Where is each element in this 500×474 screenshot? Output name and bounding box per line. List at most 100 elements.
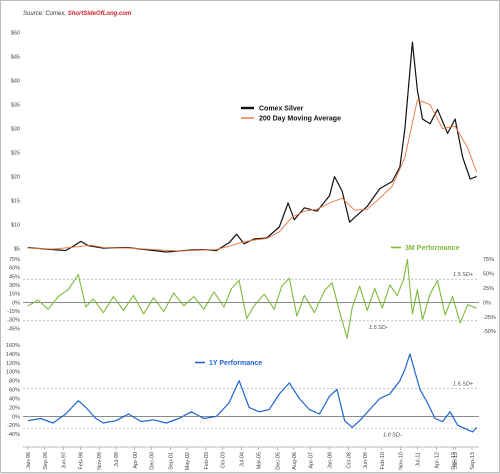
y-tick-label: -15%: [7, 309, 20, 315]
price-comex-silver-point: [278, 226, 280, 228]
performance-3m-3m-performance-point: [231, 288, 232, 289]
price-200-day-moving-average-point: [228, 245, 230, 247]
performance-3m-3m-performance-point: [223, 306, 225, 308]
performance-1y-1y-performance-point: [128, 413, 129, 415]
performance-1y-1y-performance-point: [476, 427, 477, 428]
price-comex-silver-point: [236, 233, 237, 235]
y-tick-label: 60%: [9, 266, 20, 272]
performance-1y-1y-performance-point: [140, 421, 142, 422]
performance-3m-3m-performance-point: [238, 280, 240, 281]
performance-1y-1y-performance-point: [203, 418, 205, 419]
price-comex-silver-line: [27, 41, 477, 253]
performance-3m-3m-performance-point: [113, 296, 114, 297]
source-prefix: Source: Comex,: [23, 11, 68, 17]
y-tick-label: 75%: [9, 257, 20, 263]
performance-1y-1y-performance-point: [319, 413, 320, 415]
x-tick-label: May-02: [185, 452, 191, 470]
performance-3m-3m-performance-point: [417, 289, 418, 290]
performance-3m-3m-performance-point: [133, 295, 134, 296]
price-200-day-moving-average-point: [128, 247, 129, 249]
performance-3m-3m-performance-point: [57, 296, 59, 297]
performance-1y-1y-performance-point: [344, 420, 345, 422]
performance-3m-3m-performance-point: [366, 310, 368, 311]
price-200-day-moving-average-point: [216, 249, 217, 250]
price-200-day-moving-average-point: [476, 171, 477, 173]
price-200-day-moving-average-point: [329, 202, 330, 204]
price-200-day-moving-average-point: [266, 238, 268, 239]
y-tick-label: 30%: [9, 283, 20, 289]
performance-3m-3m-performance-point: [246, 318, 247, 319]
performance-3m-3m-performance-point: [339, 311, 340, 312]
y-tick-label: $45: [11, 55, 20, 61]
performance-1y-1y-performance-point: [77, 400, 79, 402]
x-tick-label: Dec-12: [451, 452, 457, 470]
price-200-day-moving-average-point: [417, 99, 418, 101]
performance-3m-3m-performance-point: [253, 305, 255, 307]
source-link[interactable]: ShortSideOfLong.com: [68, 11, 132, 17]
price-200-day-moving-average-point: [354, 209, 355, 211]
x-tick-label: Sep-96: [43, 452, 49, 470]
performance-1y-1y-performance-point: [309, 409, 310, 410]
performance-3m-3m-performance-point: [85, 306, 87, 308]
performance-3m-3m-performance-point: [273, 308, 275, 310]
sd-label: 1.5 SD+: [453, 272, 474, 278]
price-comex-silver-point: [469, 178, 471, 180]
performance-3m-3m-performance-point: [304, 295, 305, 296]
y-tick-label: 20%: [9, 405, 20, 411]
y-tick-label: -45%: [7, 326, 20, 332]
performance-3m-3m-performance-point: [77, 274, 79, 275]
y-tick-label: $20: [11, 175, 20, 181]
performance-1y-1y-performance-point: [103, 422, 104, 424]
performance-3m-3m-performance-point: [403, 278, 404, 280]
x-tick-label: Apr-07: [309, 452, 315, 469]
y-tick-label: 140%: [6, 352, 20, 358]
performance-1y-1y-performance-point: [178, 418, 180, 419]
performance-3m-3m-performance-point: [47, 308, 49, 310]
y-tick-label: 0%: [12, 414, 20, 420]
performance-1y-1y-performance-point: [238, 380, 240, 381]
price-comex-silver-point: [422, 118, 423, 120]
performance-3m-3m-performance-point: [359, 285, 361, 287]
price-comex-silver-point: [379, 188, 381, 189]
price-200-day-moving-average-point: [304, 210, 305, 212]
price-comex-silver-point: [228, 242, 230, 244]
y-tick-label: 45%: [9, 274, 20, 280]
price-200-day-moving-average-point: [429, 104, 431, 105]
performance-3m-3m-performance-line: [27, 259, 477, 339]
price-200-day-moving-average-point: [391, 185, 393, 187]
price-comex-silver-point: [329, 195, 330, 197]
y-tick-label: $10: [11, 223, 20, 229]
x-tick-label: Jul-04: [240, 452, 246, 467]
y-tick-label-right: 50%: [483, 271, 494, 277]
performance-3m-3m-performance-point: [429, 293, 431, 295]
x-tick-label: Oct-03: [221, 452, 227, 469]
performance-3m-3m-performance-point: [324, 290, 325, 292]
performance-3m-3m-performance-point: [27, 305, 29, 307]
y-tick-label: 80%: [9, 379, 20, 385]
performance-3m-3m-performance-point: [173, 292, 175, 294]
price-comex-silver-point: [216, 250, 217, 251]
x-tick-label: Jan-13: [453, 452, 459, 469]
y-tick-label: 60%: [9, 388, 20, 394]
price-comex-silver-point: [341, 190, 343, 192]
performance-1y-1y-performance-point: [85, 407, 87, 408]
x-tick-label: Apr-00: [133, 452, 139, 469]
price-200-day-moving-average-point: [341, 197, 343, 199]
price-200-day-moving-average-point: [379, 197, 381, 199]
performance-1y-1y-performance-point: [52, 422, 54, 424]
price-comex-silver-point: [366, 206, 368, 207]
x-tick-label: Jan-08: [328, 452, 334, 469]
performance-3m-3m-performance-point: [92, 298, 94, 300]
panel-title-3m-text: 3M Performance: [405, 245, 460, 252]
panel-title-3m: 3M Performance: [387, 242, 464, 253]
price-200-day-moving-average-point: [442, 128, 443, 129]
price-comex-silver-point: [462, 157, 464, 158]
y-tick-label: $50: [11, 31, 20, 37]
performance-1y-1y-performance-point: [288, 382, 290, 384]
performance-1y-1y-performance-point: [449, 411, 451, 413]
performance-1y-1y-performance-point: [95, 418, 97, 419]
x-tick-label: Feb-10: [380, 452, 386, 469]
performance-3m-3m-performance-point: [281, 285, 283, 287]
performance-1y-1y-performance-point: [248, 407, 250, 408]
